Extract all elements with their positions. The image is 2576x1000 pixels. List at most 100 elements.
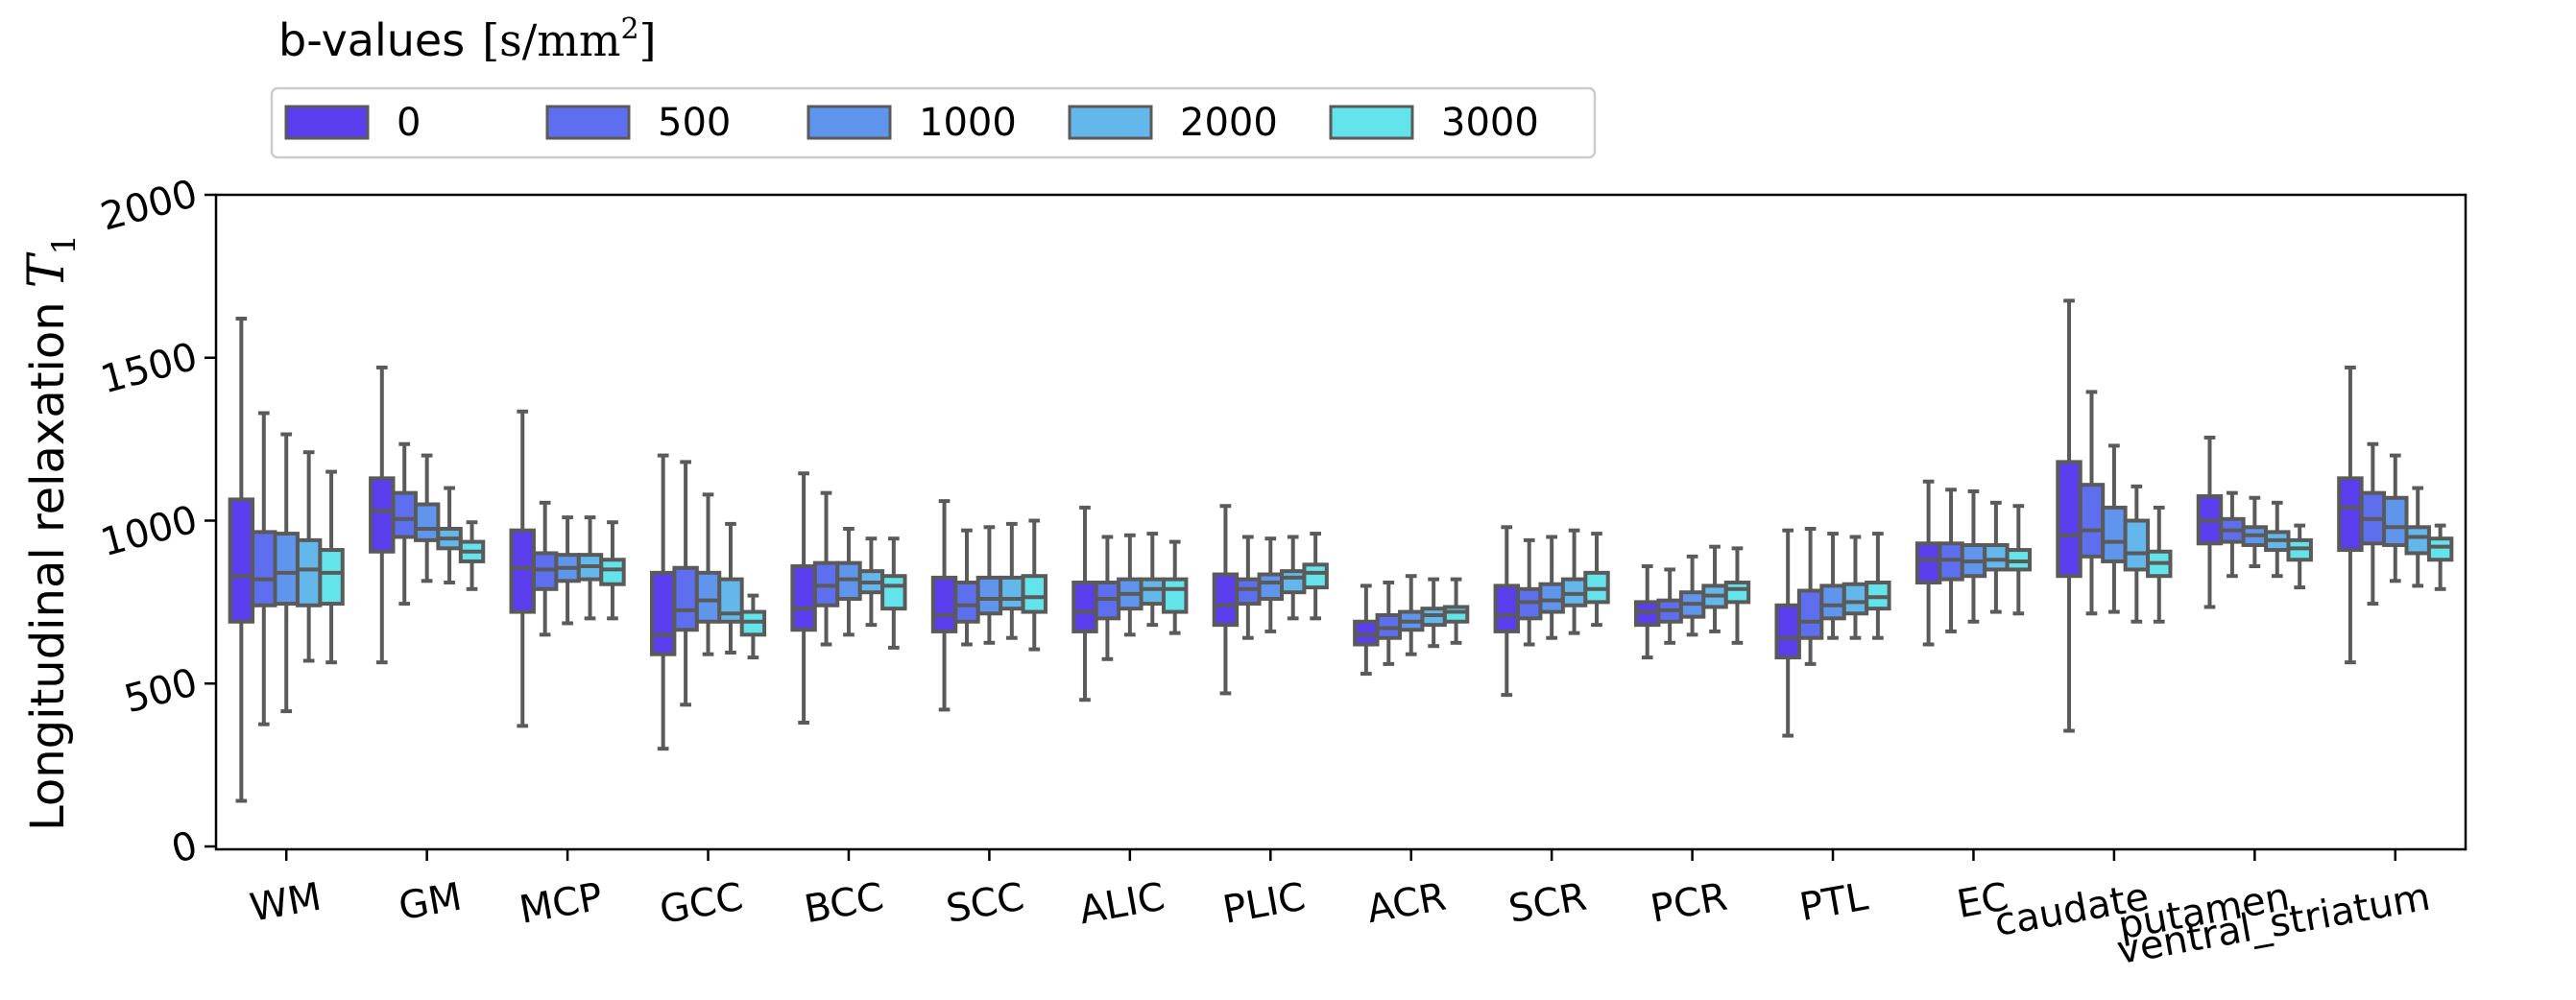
box-group-scr [1493,525,1610,698]
box-group-ec [1914,479,2033,647]
box-b2000 [2123,518,2151,572]
box-b0 [369,476,396,554]
box-b1000 [1257,572,1284,601]
box-b0 [790,564,817,632]
box-b0 [649,570,677,656]
box-group-ventral-striatum [2337,365,2454,665]
legend-title: b-values [s/mm2] [278,12,657,66]
box-b2000 [1983,542,2010,572]
x-tick-label: MCP [517,875,606,933]
x-tick-label: PTL [1796,874,1871,930]
box-b1000 [273,532,300,607]
box-group-plic [1212,504,1329,696]
box-b3000 [1723,581,1751,605]
box-b3000 [599,558,626,586]
box-b0 [1071,581,1098,633]
legend-swatch [807,105,892,140]
box-b1000 [694,570,722,624]
y-tick-label: 1500 [96,335,202,403]
box-b2000 [1842,582,1869,616]
legend-item-1000: 1000 [807,101,1017,145]
box-group-ptl [1774,526,1891,738]
y-tick-label: 500 [120,660,203,722]
legend-swatch [545,105,631,140]
box-group-gm [369,365,486,665]
box-b500 [1796,588,1824,640]
x-tick-label: PLIC [1219,875,1309,933]
legend-swatch [284,105,370,140]
x-tick-label: SCR [1505,875,1590,932]
legend-swatch [1329,105,1414,140]
box-b3000 [1302,562,1329,590]
legend-title-text: b-values [278,14,465,66]
box-group-scc [930,499,1047,712]
box-b2000 [1139,577,1166,607]
legend-item-500: 500 [545,101,731,145]
box-b2000 [295,537,323,607]
y-axis-label-subscript: 1 [45,234,84,255]
y-tick-label: 2000 [96,172,202,240]
box-b1000 [413,502,441,542]
x-tick-label: PCR [1648,875,1731,932]
box-b500 [251,530,277,607]
y-axis-label-text: Longitudinal relaxation [21,301,75,831]
box-b3000 [1161,577,1189,614]
box-group-acr [1353,574,1470,677]
y-axis-label: Longitudinal relaxation T1 [18,234,84,831]
box-b1000 [2382,495,2409,547]
plot-frame [214,193,2468,851]
box-group-gcc [649,453,767,751]
box-b500 [672,565,699,632]
y-axis-label-symbol: T [18,251,76,288]
legend-label: 1000 [919,101,1017,145]
x-tick-label: GCC [657,875,747,933]
legend-item-3000: 3000 [1329,101,1539,145]
box-b0 [1914,541,1942,585]
x-axis-ticks: WM GM MCP GCC BCC SCC ALIC PLIC ACR SCR PCR PTL ECca… [247,849,2434,973]
legend-items: 0 500 1000 2000 3000 [284,101,1539,145]
box-group-mcp [509,409,626,728]
legend: b-values [s/mm2] 0 500 1000 2000 3000 [270,12,1597,159]
x-tick-label: EC [1954,875,2011,928]
box-b1000 [2101,505,2128,563]
box-b0 [930,575,958,633]
box-b3000 [2426,536,2454,562]
box-b1000 [1538,582,1565,614]
legend-label: 2000 [1180,101,1278,145]
x-tick-label: GM [396,875,466,930]
box-b2000 [2404,525,2431,556]
y-axis-ticks: 0 500 1000 1500 2000 [96,172,216,872]
box-b0 [1493,583,1521,633]
legend-label: 500 [658,101,731,145]
box-group-wm [228,317,345,803]
box-group-alic [1071,505,1189,702]
box-b3000 [318,548,345,607]
box-b2000 [717,577,744,624]
box-group-pcr [1634,544,1751,660]
x-tick-label: WM [247,875,325,931]
legend-label: 0 [397,101,421,145]
box-b500 [953,581,980,624]
box-b0 [1774,603,1801,660]
box-groups [228,298,2454,803]
box-b1000 [1819,583,1846,621]
box-b0 [1212,572,1240,628]
box-b0 [2337,476,2364,553]
legend-item-2000: 2000 [1068,101,1278,145]
legend-unit-sup: 2 [620,12,638,46]
y-tick-label: 0 [167,823,202,872]
legend-item-0: 0 [284,101,421,145]
box-group-putamen [2196,435,2313,609]
box-group-caudate [2056,298,2173,733]
box-group-bcc [790,471,907,725]
box-b2000 [999,575,1025,611]
x-tick-label: ACR [1363,875,1449,933]
legend-unit-open: [s/mm [482,14,620,66]
box-b500 [1235,577,1262,607]
x-tick-label: ALIC [1076,875,1168,934]
box-b2000 [1279,569,1307,595]
y-tick-label: 1000 [96,497,202,565]
box-b1000 [975,575,1003,616]
legend-swatch [1068,105,1153,140]
box-b3000 [880,574,907,611]
